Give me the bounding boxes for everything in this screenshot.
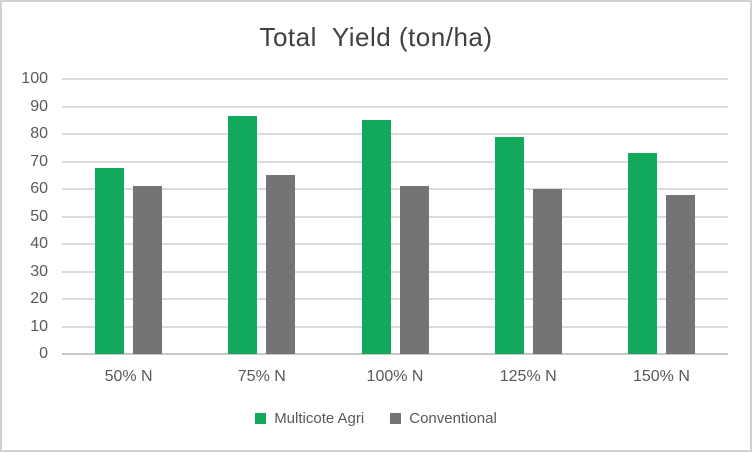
y-axis-label-10: 10	[30, 317, 48, 335]
y-axis-label-100: 100	[21, 70, 48, 87]
plot-area	[62, 78, 728, 355]
bar-multicote-agri-75-n	[228, 116, 258, 354]
y-axis-label-60: 60	[30, 180, 48, 197]
bar-conventional-75-n	[266, 175, 296, 354]
gridline-60	[62, 188, 728, 190]
bar-conventional-150-n	[665, 194, 695, 354]
bar-multicote-agri-50-n	[95, 168, 125, 354]
bar-conventional-50-n	[133, 186, 163, 354]
legend-label: Multicote Agri	[274, 410, 365, 427]
bar-group-50-n	[62, 79, 195, 354]
bar-conventional-100-n	[399, 186, 429, 354]
x-axis-label-125-n: 125% N	[499, 368, 557, 385]
legend-item-multicote-agri: Multicote Agri	[255, 410, 364, 427]
bar-multicote-agri-150-n	[627, 153, 657, 354]
gridline-20	[62, 298, 728, 300]
y-axis-label-20: 20	[30, 290, 48, 307]
y-axis-label-30: 30	[30, 262, 48, 280]
gridline-90	[62, 105, 728, 108]
gridline-80	[62, 133, 728, 135]
gridline-40	[62, 243, 728, 245]
x-axis-label-75-n: 75% N	[237, 368, 286, 385]
x-axis-label-150-n: 150% N	[632, 368, 690, 385]
bar-group-75-n	[195, 79, 328, 354]
x-axis: 50% N 75% N 100% N 125% N 150% N	[62, 368, 728, 386]
x-axis-line	[62, 353, 728, 355]
x-axis-label-50-n: 50% N	[104, 368, 153, 385]
bar-group-125-n	[462, 79, 595, 354]
bar-group-150-n	[595, 79, 728, 354]
bar-group-100-n	[328, 79, 461, 354]
y-axis-label-70: 70	[30, 152, 48, 170]
gridline-100	[62, 78, 728, 80]
gridline-70	[62, 160, 728, 163]
legend-swatch-icon	[255, 413, 267, 424]
legend-item-conventional: Conventional	[390, 410, 497, 427]
legend-label: Conventional	[409, 410, 497, 427]
y-axis: 100 90 80 70 60 50 40 30 20 10 0	[2, 70, 48, 362]
y-axis-label-50: 50	[30, 207, 48, 225]
bar-groups	[62, 79, 728, 354]
y-axis-label-80: 80	[30, 125, 48, 142]
chart-title: Total Yield (ton/ha)	[259, 22, 493, 52]
gridline-10	[62, 325, 728, 328]
x-axis-label-100-n: 100% N	[366, 368, 424, 385]
legend-swatch-icon	[390, 413, 402, 424]
bar-multicote-agri-125-n	[494, 136, 524, 354]
y-axis-label-40: 40	[30, 235, 48, 252]
y-axis-label-90: 90	[30, 97, 48, 115]
gridline-50	[62, 215, 728, 218]
legend: Multicote Agri Conventional	[2, 410, 750, 427]
gridline-30	[62, 270, 728, 273]
y-axis-label-0: 0	[39, 345, 48, 362]
bar-conventional-125-n	[532, 189, 562, 354]
bar-multicote-agri-100-n	[361, 120, 391, 354]
